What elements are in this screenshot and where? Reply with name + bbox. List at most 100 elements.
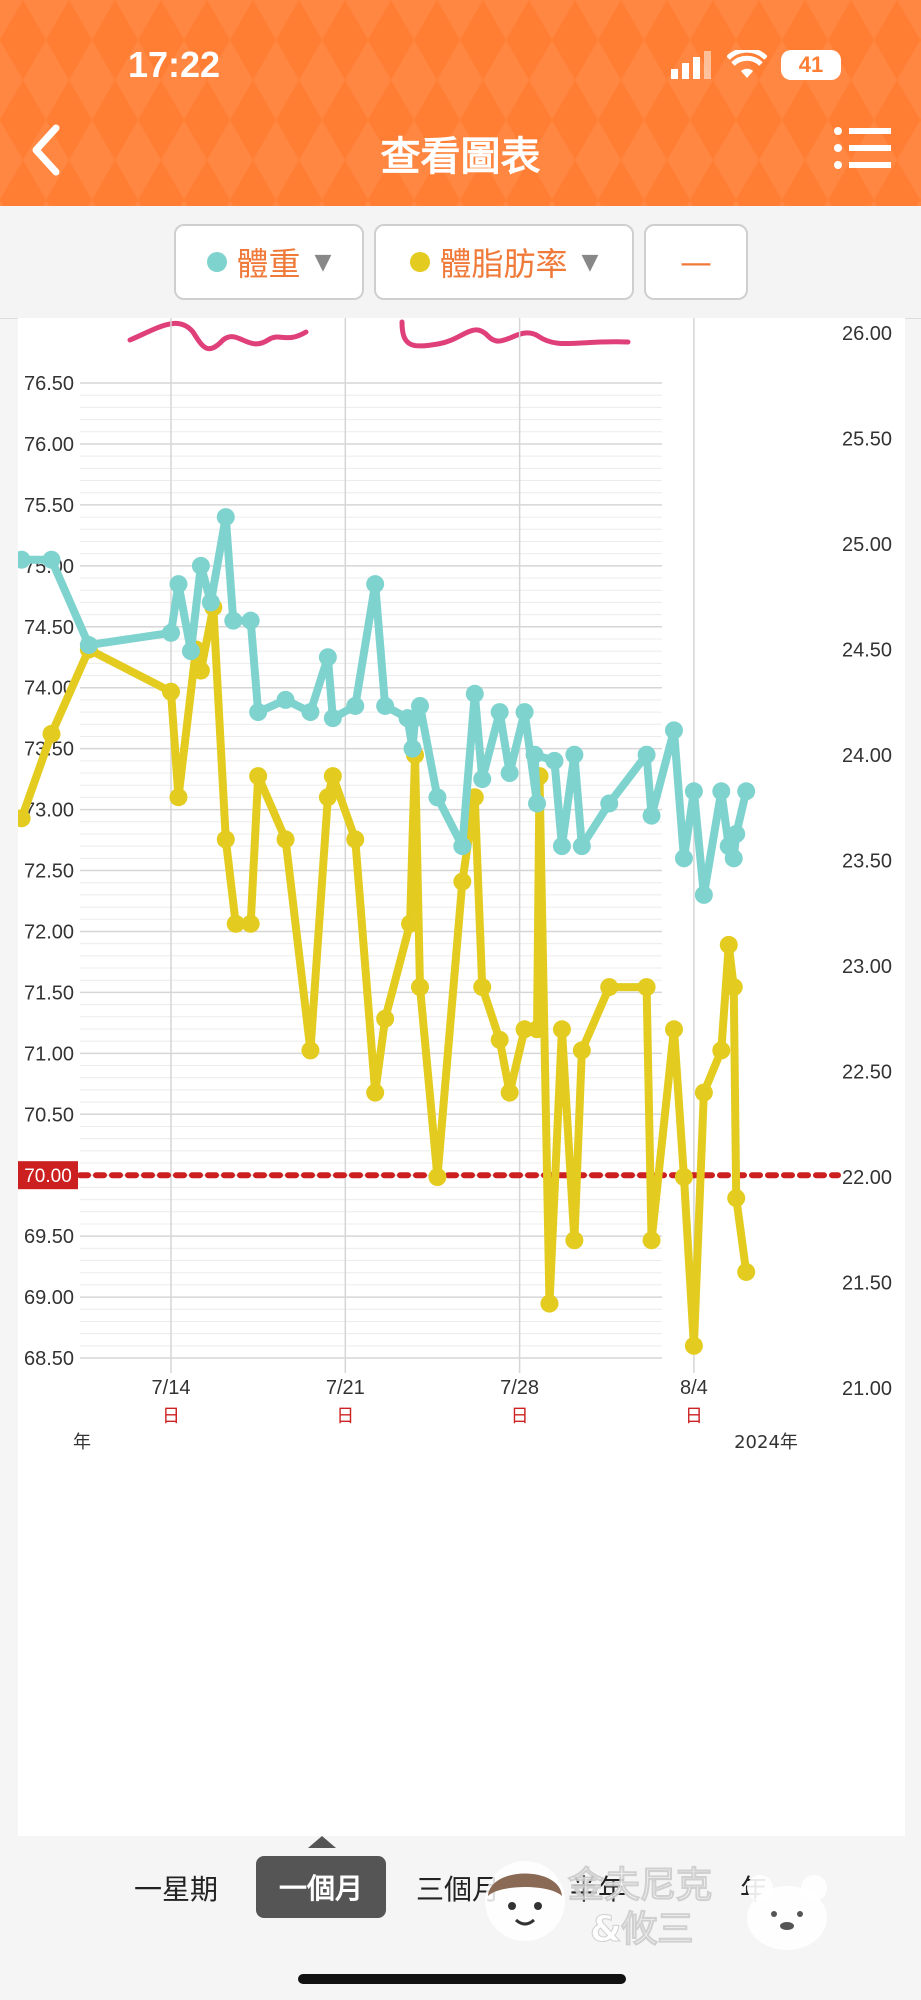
weight-series-point xyxy=(490,703,509,722)
weight-series-point xyxy=(724,849,743,868)
weight-series-point xyxy=(169,575,188,594)
fat-series-point xyxy=(684,1336,703,1355)
fat-series-point xyxy=(719,935,738,954)
status-icons: 41 xyxy=(671,50,841,80)
left-tick-label: 69.50 xyxy=(24,1226,74,1248)
back-button[interactable] xyxy=(28,122,64,182)
left-tick-label: 68.50 xyxy=(24,1348,74,1370)
fat-series-point xyxy=(565,1231,584,1250)
weight-series-point xyxy=(552,837,571,856)
weight-series-point xyxy=(276,690,295,709)
fat-series-point xyxy=(346,830,365,849)
fat-series-line xyxy=(17,603,751,1350)
fat-series-point xyxy=(241,914,260,933)
weight-series-point xyxy=(42,550,61,569)
left-tick-label: 71.50 xyxy=(24,982,74,1004)
left-tick-label: 74.00 xyxy=(24,678,74,700)
x-day-label: 日 xyxy=(511,1406,529,1427)
weight-series-point xyxy=(241,611,260,630)
fat-series-point xyxy=(301,1041,320,1060)
fat-series-point xyxy=(664,1020,683,1039)
third-selector[interactable]: — xyxy=(644,224,748,300)
fat-series-point xyxy=(637,978,656,997)
dropdown-arrow-icon: ▼ xyxy=(581,249,599,275)
watermark-bear-icon xyxy=(747,1875,827,1950)
right-tick-label: 21.50 xyxy=(842,1273,892,1295)
right-tick-label: 22.00 xyxy=(842,1167,892,1189)
weight-series-point xyxy=(323,709,342,728)
left-tick-label: 76.00 xyxy=(24,434,74,456)
app-header: 17:22 41 查看圖表 xyxy=(0,0,921,206)
weight-series-point xyxy=(216,508,235,527)
fat-series-point xyxy=(318,788,337,807)
weight-series-point xyxy=(201,593,220,612)
fat-selector[interactable]: 體脂肪率 ▼ xyxy=(374,224,634,300)
tab-month[interactable]: 一個月 xyxy=(256,1856,386,1918)
weight-series-point xyxy=(737,782,756,801)
tab-half-year[interactable]: 半年 xyxy=(570,1873,627,1906)
weight-selector[interactable]: 體重 ▼ xyxy=(174,224,364,300)
weight-series-point xyxy=(642,806,661,825)
fat-series-point xyxy=(42,724,61,743)
weight-series-point xyxy=(565,745,584,764)
tab-indicator-caret xyxy=(308,1836,336,1848)
fat-series-point xyxy=(323,767,342,786)
home-indicator xyxy=(298,1974,626,1984)
menu-button[interactable] xyxy=(833,126,891,174)
fat-series-point xyxy=(276,830,295,849)
weight-series-line xyxy=(17,513,751,899)
fat-series-point xyxy=(366,1083,385,1102)
weight-series-point xyxy=(79,636,98,655)
fat-series-point xyxy=(169,788,188,807)
fat-series-point xyxy=(552,1020,571,1039)
fat-series-point xyxy=(12,809,31,828)
fat-series-point xyxy=(600,978,619,997)
weight-series-point xyxy=(572,837,591,856)
weight-series-point xyxy=(528,794,547,813)
weight-dot-icon xyxy=(206,252,227,272)
third-selector-label: — xyxy=(680,243,712,281)
fat-series-point xyxy=(727,1189,746,1208)
right-tick-label: 21.00 xyxy=(842,1378,892,1400)
fat-selector-label: 體脂肪率 xyxy=(439,245,568,283)
target-line-label: 70.00 xyxy=(24,1166,72,1187)
weight-series-point xyxy=(249,703,268,722)
right-tick-label: 23.50 xyxy=(842,851,892,873)
x-tick-label: 7/28 xyxy=(500,1377,539,1399)
x-tick-label: 7/21 xyxy=(326,1377,365,1399)
handwritten-marks xyxy=(127,319,631,352)
weight-series-point xyxy=(162,623,180,642)
wifi-icon xyxy=(727,50,767,78)
weight-series-point xyxy=(545,751,564,770)
fat-series-point xyxy=(737,1262,756,1281)
left-tick-label: 71.00 xyxy=(24,1043,74,1065)
weight-series-point xyxy=(376,696,395,715)
left-tick-label: 72.50 xyxy=(24,861,74,883)
x-day-label: 日 xyxy=(162,1406,180,1427)
weight-series-point xyxy=(515,703,534,722)
weight-series-point xyxy=(465,684,484,703)
weight-series-point xyxy=(684,782,703,801)
weight-series-point xyxy=(346,696,365,715)
watermark: 金夫尼克 &攸三 xyxy=(480,1856,840,1956)
fat-series-point xyxy=(500,1083,519,1102)
weight-series-point xyxy=(428,788,447,807)
x-tick-label: 8/4 xyxy=(680,1377,708,1399)
right-tick-label: 22.50 xyxy=(842,1062,892,1084)
right-tick-label: 24.50 xyxy=(842,640,892,662)
year-label-left: 年 xyxy=(73,1432,91,1453)
weight-series-point xyxy=(664,721,683,740)
fat-series-point xyxy=(428,1168,447,1186)
right-tick-label: 25.00 xyxy=(842,534,892,556)
left-tick-label: 70.50 xyxy=(24,1104,74,1126)
fat-series-point xyxy=(572,1041,591,1060)
weight-series-point xyxy=(403,739,422,758)
weight-series-point xyxy=(301,703,320,722)
page-title: 查看圖表 xyxy=(380,134,541,180)
fat-series-point xyxy=(724,978,743,997)
watermark-face-icon xyxy=(485,1861,565,1941)
tab-week[interactable]: 一星期 xyxy=(134,1873,219,1906)
x-day-label: 日 xyxy=(336,1406,354,1427)
fat-series-point xyxy=(528,1020,547,1039)
x-tick-label: 7/14 xyxy=(152,1377,191,1399)
